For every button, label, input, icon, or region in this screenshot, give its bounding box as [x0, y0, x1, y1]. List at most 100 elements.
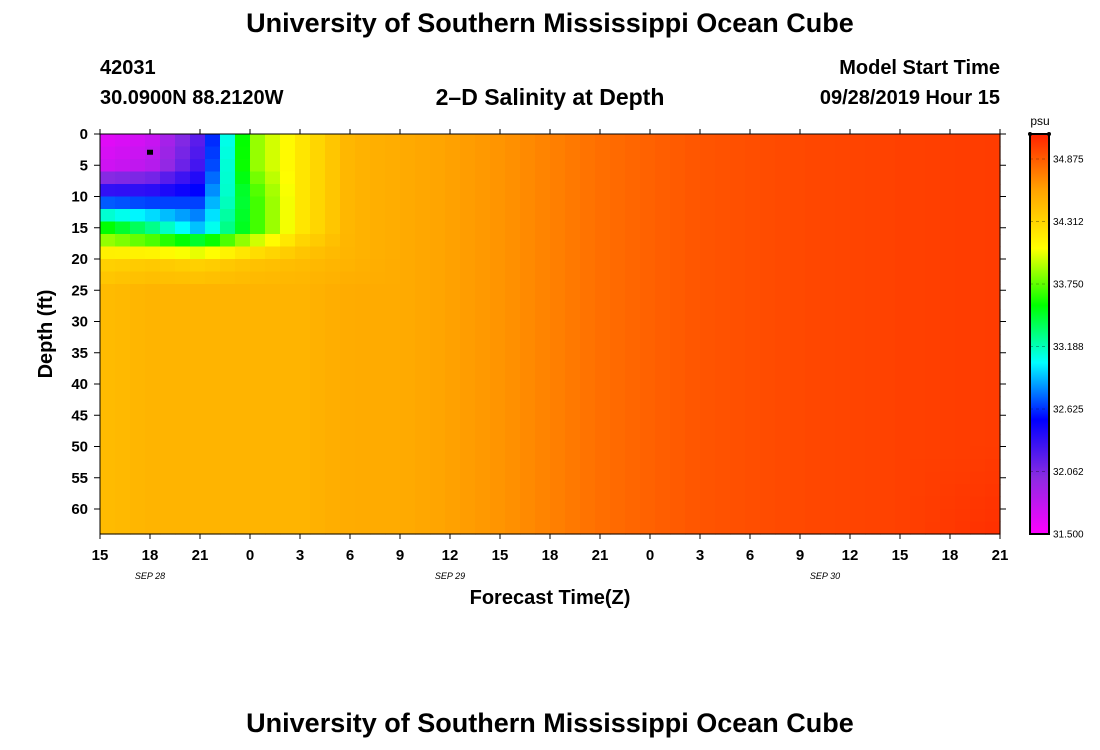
- heatmap-cell: [355, 384, 371, 398]
- heatmap-cell: [850, 459, 866, 473]
- heatmap-cell: [925, 359, 941, 373]
- heatmap-cell: [940, 234, 956, 248]
- heatmap-cell: [790, 321, 806, 335]
- heatmap-cell: [280, 321, 296, 335]
- heatmap-cell: [445, 259, 461, 273]
- heatmap-cell: [835, 421, 851, 435]
- heatmap-cell: [670, 259, 686, 273]
- heatmap-cell: [355, 396, 371, 410]
- heatmap-cell: [205, 321, 221, 335]
- heatmap-cell: [130, 134, 146, 148]
- heatmap-cell: [685, 471, 701, 485]
- heatmap-cell: [715, 234, 731, 248]
- heatmap-cell: [910, 471, 926, 485]
- heatmap-cell: [250, 471, 266, 485]
- heatmap-cell: [220, 334, 236, 348]
- heatmap-cell: [340, 321, 356, 335]
- heatmap-cell: [475, 259, 491, 273]
- heatmap-cell: [340, 184, 356, 198]
- heatmap-cell: [565, 209, 581, 223]
- heatmap-cell: [445, 334, 461, 348]
- heatmap-cell: [760, 459, 776, 473]
- heatmap-cell: [355, 446, 371, 460]
- heatmap-cell: [325, 209, 341, 223]
- heatmap-cell: [775, 221, 791, 235]
- heatmap-cell: [520, 271, 536, 285]
- heatmap-cell: [235, 159, 251, 173]
- heatmap-cell: [535, 384, 551, 398]
- heatmap-cell: [685, 359, 701, 373]
- heatmap-cell: [220, 221, 236, 235]
- heatmap-cell: [790, 184, 806, 198]
- heatmap-cell: [130, 521, 146, 535]
- heatmap-cell: [835, 221, 851, 235]
- heatmap-cell: [685, 184, 701, 198]
- heatmap-cell: [940, 409, 956, 423]
- heatmap-cell: [835, 159, 851, 173]
- heatmap-cell: [520, 146, 536, 160]
- heatmap-cell: [625, 234, 641, 248]
- heatmap-cell: [175, 409, 191, 423]
- heatmap-cell: [970, 371, 986, 385]
- heatmap-cell: [790, 434, 806, 448]
- heatmap-cell: [115, 284, 131, 298]
- heatmap-cell: [790, 309, 806, 323]
- heatmap-cell: [100, 421, 116, 435]
- heatmap-cell: [280, 446, 296, 460]
- heatmap-cell: [325, 159, 341, 173]
- heatmap-cell: [580, 396, 596, 410]
- heatmap-cell: [100, 234, 116, 248]
- heatmap-cell: [475, 396, 491, 410]
- heatmap-cell: [400, 284, 416, 298]
- heatmap-cell: [805, 484, 821, 498]
- heatmap-cell: [535, 496, 551, 510]
- heatmap-cell: [130, 259, 146, 273]
- heatmap-cell: [415, 471, 431, 485]
- heatmap-cell: [115, 334, 131, 348]
- heatmap-cell: [760, 134, 776, 148]
- heatmap-cell: [220, 271, 236, 285]
- heatmap-cell: [250, 321, 266, 335]
- heatmap-cell: [565, 484, 581, 498]
- heatmap-cell: [415, 134, 431, 148]
- heatmap-cell: [685, 334, 701, 348]
- heatmap-cell: [865, 421, 881, 435]
- heatmap-cell: [865, 509, 881, 523]
- heatmap-cell: [430, 359, 446, 373]
- heatmap-cell: [265, 259, 281, 273]
- heatmap-cell: [640, 384, 656, 398]
- heatmap-cell: [475, 509, 491, 523]
- heatmap-cell: [175, 346, 191, 360]
- heatmap-cell: [955, 421, 971, 435]
- heatmap-cell: [955, 296, 971, 310]
- heatmap-cell: [850, 296, 866, 310]
- heatmap-cell: [445, 421, 461, 435]
- heatmap-cell: [730, 509, 746, 523]
- heatmap-cell: [895, 409, 911, 423]
- heatmap-cell: [700, 159, 716, 173]
- heatmap-cell: [175, 196, 191, 210]
- heatmap-cell: [640, 134, 656, 148]
- heatmap-cell: [250, 484, 266, 498]
- heatmap-cell: [715, 246, 731, 260]
- heatmap-cell: [520, 284, 536, 298]
- heatmap-cell: [655, 171, 671, 185]
- heatmap-cell: [970, 459, 986, 473]
- heatmap-cell: [310, 171, 326, 185]
- heatmap-cell: [955, 521, 971, 535]
- heatmap-cell: [535, 284, 551, 298]
- heatmap-cell: [265, 471, 281, 485]
- heatmap-cell: [940, 509, 956, 523]
- heatmap-cell: [220, 184, 236, 198]
- heatmap-cell: [790, 246, 806, 260]
- heatmap-cell: [475, 284, 491, 298]
- heatmap-cell: [385, 446, 401, 460]
- heatmap-cell: [835, 409, 851, 423]
- heatmap-cell: [955, 496, 971, 510]
- heatmap-cell: [250, 171, 266, 185]
- heatmap-cell: [700, 359, 716, 373]
- heatmap-cell: [820, 471, 836, 485]
- heatmap-cell: [565, 509, 581, 523]
- heatmap-cell: [325, 246, 341, 260]
- heatmap-cell: [715, 221, 731, 235]
